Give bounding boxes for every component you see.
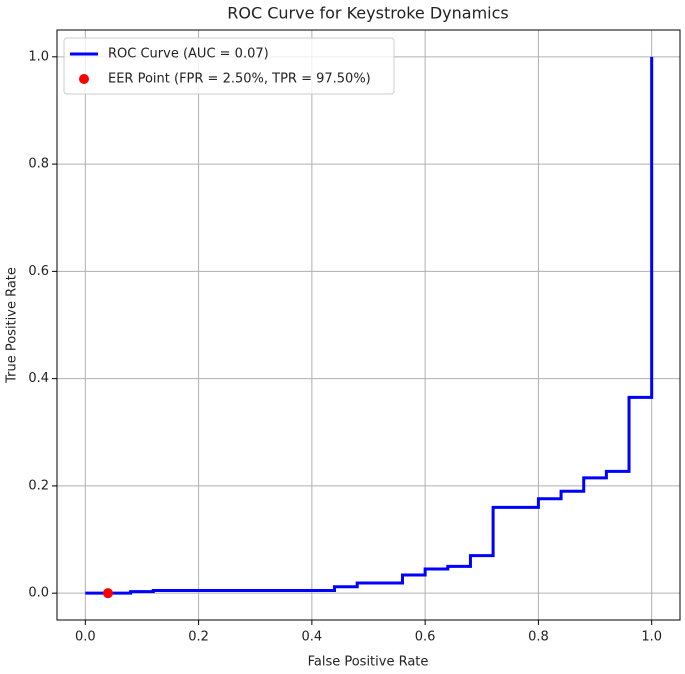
legend-label: ROC Curve (AUC = 0.07) [108, 47, 269, 62]
x-tick-label: 0.6 [415, 630, 436, 645]
y-tick-label: 0.2 [28, 478, 49, 493]
roc-line [85, 56, 654, 595]
x-tick-label: 0.8 [528, 630, 549, 645]
y-tick-label: 0.4 [28, 371, 49, 386]
eer-point [102, 588, 113, 599]
y-tick-label: 0.0 [28, 586, 49, 601]
x-axis-label: False Positive Rate [308, 655, 429, 670]
y-tick-label: 1.0 [28, 49, 49, 64]
chart-title: ROC Curve for Keystroke Dynamics [227, 4, 509, 23]
y-tick-label: 0.6 [28, 264, 49, 279]
legend-marker [79, 74, 89, 84]
plot-frame [56, 29, 681, 621]
x-tick-label: 0.0 [75, 630, 96, 645]
y-axis-label: True Positive Rate [5, 267, 20, 384]
legend-label: EER Point (FPR = 2.50%, TPR = 97.50%) [108, 72, 371, 87]
x-tick-label: 0.4 [302, 630, 323, 645]
legend-box [63, 37, 395, 95]
x-tick-label: 1.0 [641, 630, 662, 645]
x-tick-label: 0.2 [188, 630, 209, 645]
y-tick-label: 0.8 [28, 157, 49, 172]
